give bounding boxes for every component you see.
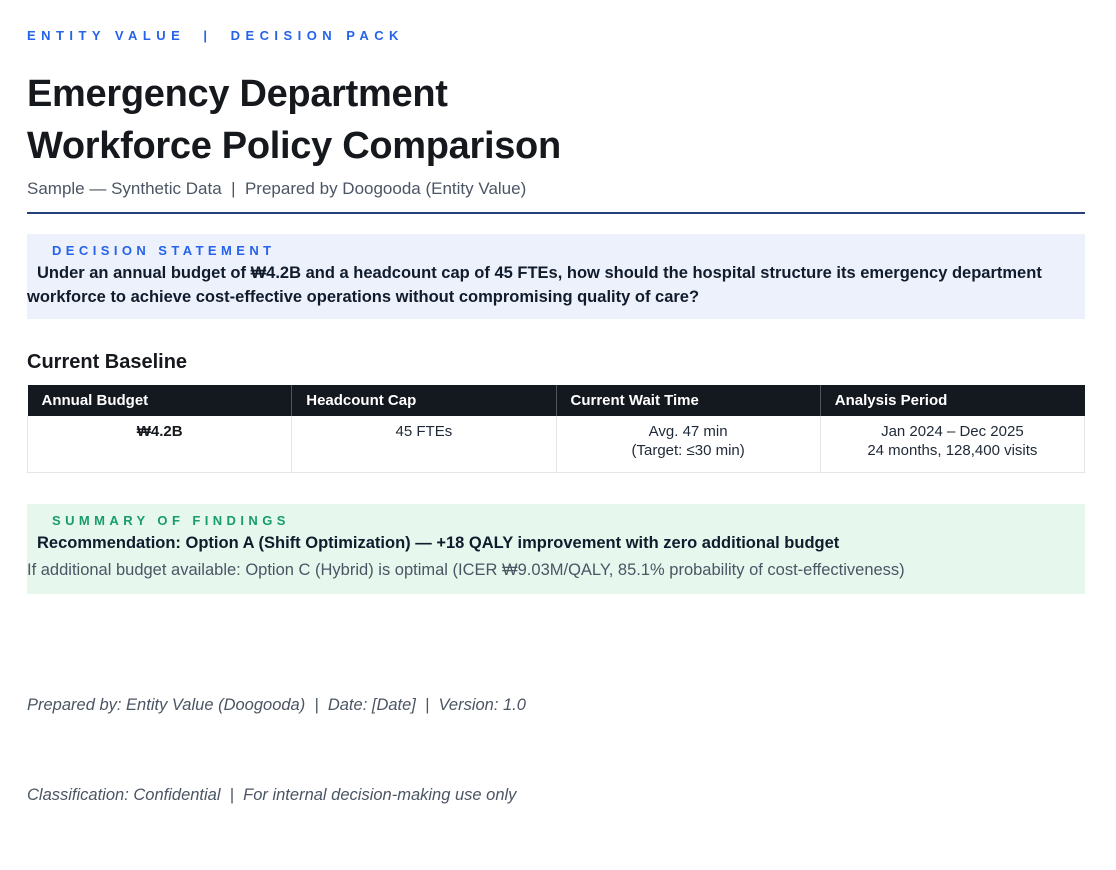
baseline-table-body: ₩4.2B 45 FTEs Avg. 47 min (Target: ≤30 m… <box>26 416 1086 473</box>
summary-recommendation: Recommendation: Option A (Shift Optimiza… <box>37 534 840 552</box>
analysis-period-range: Jan 2024 – Dec 2025 <box>881 423 1024 440</box>
col-header-analysis-period: Analysis Period <box>820 385 1085 416</box>
document-footer: Prepared by: Entity Value (Doogooda) | D… <box>27 630 1085 870</box>
page-title: Emergency Department Workforce Policy Co… <box>27 68 1085 172</box>
table-header-row: Annual Budget Headcount Cap Current Wait… <box>27 385 1085 416</box>
decision-statement-text: Under an annual budget of ₩4.2B and a he… <box>27 264 1042 306</box>
page-title-line1: Emergency Department <box>27 73 448 115</box>
cell-annual-budget: ₩4.2B <box>26 416 293 473</box>
page-title-line2: Workforce Policy Comparison <box>27 125 561 167</box>
footer-prepared-by-line: Prepared by: Entity Value (Doogooda) | D… <box>27 696 526 714</box>
baseline-heading: Current Baseline <box>27 351 188 373</box>
col-header-annual-budget: Annual Budget <box>27 385 293 416</box>
col-header-headcount-cap: Headcount Cap <box>291 385 557 416</box>
cell-current-wait-time: Avg. 47 min (Target: ≤30 min) <box>555 416 821 473</box>
col-header-current-wait-time: Current Wait Time <box>556 385 821 416</box>
decision-statement-box: DECISION STATEMENT Under an annual budge… <box>27 234 1085 319</box>
decision-statement-label: DECISION STATEMENT <box>52 243 276 258</box>
divider-rule <box>27 212 1085 214</box>
footer-classification-line: Classification: Confidential | For inter… <box>27 786 517 804</box>
cell-analysis-period: Jan 2024 – Dec 2025 24 months, 128,400 v… <box>819 416 1086 473</box>
summary-of-findings-box: SUMMARY OF FINDINGS Recommendation: Opti… <box>27 504 1085 594</box>
wait-time-target: (Target: ≤30 min) <box>631 442 745 459</box>
table-row: ₩4.2B 45 FTEs Avg. 47 min (Target: ≤30 m… <box>26 416 1086 473</box>
summary-note: If additional budget available: Option C… <box>27 560 905 579</box>
brand-kicker: ENTITY VALUE | DECISION PACK <box>27 28 404 43</box>
page-subtitle: Sample — Synthetic Data | Prepared by Do… <box>27 179 527 198</box>
summary-of-findings-label: SUMMARY OF FINDINGS <box>52 513 290 528</box>
wait-time-average: Avg. 47 min <box>648 423 728 440</box>
baseline-table-header: Annual Budget Headcount Cap Current Wait… <box>27 385 1085 416</box>
cell-headcount-cap: 45 FTEs <box>291 416 557 473</box>
annual-budget-value: ₩4.2B <box>136 423 183 440</box>
analysis-period-detail: 24 months, 128,400 visits <box>867 442 1038 459</box>
baseline-table: Annual Budget Headcount Cap Current Wait… <box>26 385 1086 473</box>
